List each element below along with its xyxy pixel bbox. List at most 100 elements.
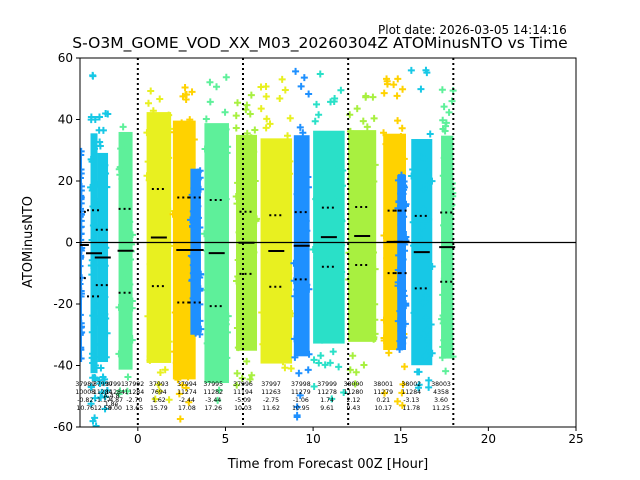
stat-label: 11280 xyxy=(344,389,364,396)
stat-label: 9.43 xyxy=(347,405,361,412)
stat-label: 37998 xyxy=(291,381,311,388)
stat-label: 11278 xyxy=(317,389,337,396)
stat-label: -4.87 xyxy=(107,397,123,404)
stat-label: 10.76 xyxy=(76,405,94,412)
stat-label: 12.58 xyxy=(94,405,112,412)
plot-date: Plot date: 2026-03-05 14:14:16 xyxy=(378,23,567,37)
series-orbit-37996 xyxy=(232,91,261,389)
y-tick-label: -20 xyxy=(53,297,73,311)
y-tick-label: 40 xyxy=(58,113,73,127)
point-markers xyxy=(345,92,379,388)
stat-extra-label: A-4.8 xyxy=(103,393,119,400)
stat-label: 11284 xyxy=(105,389,125,396)
series-orbit-38001b xyxy=(394,171,410,353)
stat-label: 37997 xyxy=(261,381,281,388)
x-tick-label: 10 xyxy=(305,432,320,446)
stat-label: -5.09 xyxy=(235,397,251,404)
stat-label: 11263 xyxy=(261,389,281,396)
x-axis-label: Time from Forecast 00Z [Hour] xyxy=(227,457,429,472)
stat-label: -1.17 xyxy=(95,397,111,404)
stat-label: 38001 xyxy=(373,381,393,388)
stat-label: 10.03 xyxy=(234,405,252,412)
stat-label: 3.60 xyxy=(434,397,448,404)
point-markers xyxy=(143,87,174,404)
point-markers xyxy=(115,123,136,398)
x-tick-label: 20 xyxy=(481,432,496,446)
stat-label: 4358 xyxy=(433,389,449,396)
point-markers xyxy=(94,110,112,413)
stat-label: 10008 xyxy=(75,389,95,396)
y-tick-label: 20 xyxy=(58,174,73,188)
series-orbit-37992 xyxy=(115,123,136,398)
stat-label: 37989 xyxy=(75,381,95,388)
stat-label: -3.44 xyxy=(205,397,221,404)
chart-title: S-O3M_GOME_VOD_XX_M03_20260304Z ATOMinus… xyxy=(72,34,568,52)
series-orbit-37993 xyxy=(143,87,174,404)
stat-label: 37994 xyxy=(177,381,197,388)
stat-label: 38002 xyxy=(401,381,421,388)
point-markers xyxy=(394,171,410,353)
point-markers xyxy=(80,147,86,362)
stat-label: 1.74 xyxy=(320,397,334,404)
x-tick-label: 0 xyxy=(134,432,142,446)
stat-label: -2.44 xyxy=(179,397,195,404)
point-markers xyxy=(309,70,348,403)
point-markers xyxy=(257,75,296,373)
stat-label: 15.79 xyxy=(150,405,168,412)
stat-label: 10.95 xyxy=(292,405,310,412)
y-tick-label: 60 xyxy=(58,51,73,65)
stat-label: 37995 xyxy=(203,381,223,388)
stat-label: 11.78 xyxy=(402,405,420,412)
stat-label: 37990 xyxy=(93,381,113,388)
stat-label: 11284 xyxy=(401,389,421,396)
series-orbit-37995 xyxy=(200,73,232,404)
x-tick-label: 5 xyxy=(222,432,230,446)
y-tick-label: -60 xyxy=(53,420,73,434)
stat-label: 37992 xyxy=(124,381,144,388)
stat-label: 9.61 xyxy=(320,405,334,412)
point-markers xyxy=(232,91,261,389)
point-cloud-core xyxy=(397,174,406,351)
stat-label: 38003 xyxy=(431,381,451,388)
stat-label: 13.65 xyxy=(125,405,143,412)
x-tick-label: 15 xyxy=(393,432,408,446)
stat-label: 17.08 xyxy=(178,405,196,412)
stat-label: 11.62 xyxy=(262,405,280,412)
stat-label: 2.12 xyxy=(347,397,361,404)
stat-label: 38000 xyxy=(344,381,364,388)
stat-label: 11274 xyxy=(177,389,197,396)
stat-label: -1.06 xyxy=(293,397,309,404)
point-markers xyxy=(407,66,436,392)
stat-label: -3.13 xyxy=(403,397,419,404)
stat-label: 9.00 xyxy=(108,405,122,412)
stat-label: 11279 xyxy=(373,389,393,396)
stat-label: 11284 xyxy=(93,389,113,396)
stat-label: -2.70 xyxy=(126,397,142,404)
stat-label: 11284 xyxy=(124,389,144,396)
stat-label: 1.62 xyxy=(152,397,166,404)
stat-extra-label: 1.8e xyxy=(105,401,119,408)
stat-label: 11194 xyxy=(233,389,253,396)
stat-label: 37996 xyxy=(233,381,253,388)
series-orbit-37997 xyxy=(257,75,296,373)
x-tick-label: 25 xyxy=(568,432,583,446)
stat-label: 37993 xyxy=(149,381,169,388)
stat-label: -0.82 xyxy=(77,397,93,404)
stat-label: 11279 xyxy=(291,389,311,396)
stat-label: 11.25 xyxy=(432,405,450,412)
point-markers xyxy=(200,73,232,404)
